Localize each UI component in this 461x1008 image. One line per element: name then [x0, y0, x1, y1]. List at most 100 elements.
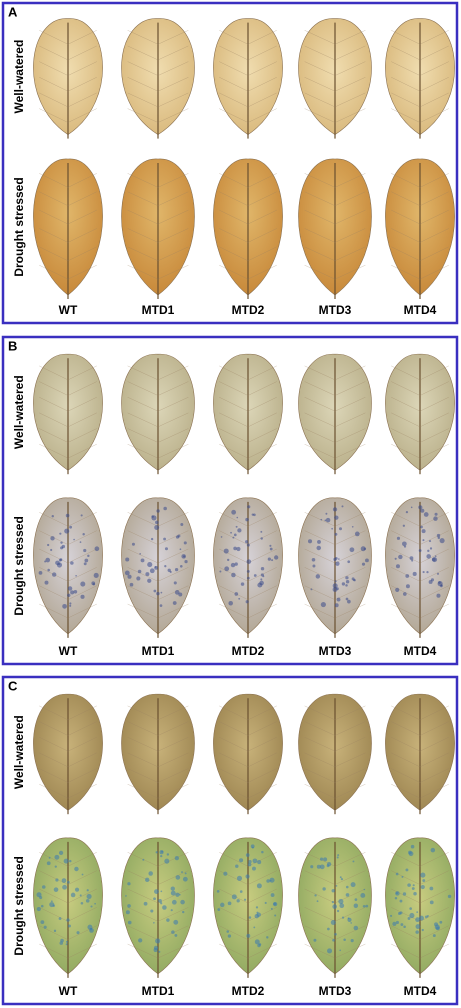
stain-spot [430, 847, 436, 853]
vein [39, 61, 97, 76]
row-label: Well-watered [12, 375, 26, 449]
stain-spot [173, 919, 179, 925]
stain-spot [345, 885, 349, 889]
stain-spot [401, 875, 404, 878]
stain-spot [69, 602, 72, 605]
stain-spot [429, 900, 434, 905]
row-label: Drought stressed [12, 177, 26, 276]
stain-spot [410, 844, 415, 849]
stain-spot [246, 543, 250, 547]
panel-label: C [8, 678, 18, 693]
stain-spot [233, 533, 237, 537]
vein [304, 108, 366, 123]
vein [39, 512, 97, 527]
vein [304, 603, 366, 619]
vein [391, 412, 449, 428]
stain-spot [94, 902, 96, 905]
stain-spot [153, 589, 157, 593]
vein [39, 888, 97, 904]
vein [391, 30, 449, 45]
stain-spot [69, 859, 72, 863]
stain-spot [426, 554, 431, 559]
vein [127, 381, 189, 396]
stain-spot [420, 872, 426, 878]
stain-spot [92, 582, 96, 586]
stain-spot [154, 566, 157, 568]
stain-spot [341, 505, 344, 508]
stain-spot [87, 554, 90, 558]
column-label: WT [59, 984, 78, 998]
stain-spot [65, 943, 68, 946]
stain-spot [415, 924, 421, 929]
stain-spot [67, 586, 73, 591]
leaf [121, 353, 195, 475]
stain-spot [323, 857, 328, 862]
stain-spot [343, 938, 346, 942]
stain-spot [40, 920, 45, 925]
vein [304, 209, 366, 225]
vein [127, 191, 189, 206]
vein [391, 852, 449, 867]
stain-spot [433, 516, 438, 521]
stain-spot [246, 569, 250, 573]
stain-spot [67, 924, 71, 928]
vein [127, 567, 189, 582]
vein [304, 397, 366, 412]
stain-spot [147, 578, 152, 583]
stain-spot [270, 907, 273, 910]
vein [391, 530, 449, 545]
vein [304, 381, 366, 396]
stain-spot [260, 530, 263, 533]
stain-spot [36, 892, 42, 898]
stain-spot [131, 542, 135, 546]
stain-spot [331, 900, 335, 904]
stain-spot [69, 604, 72, 607]
vein [391, 61, 449, 76]
vein [219, 92, 277, 108]
vein [219, 61, 277, 76]
vein [39, 246, 97, 261]
vein [391, 548, 449, 564]
stain-spot [257, 582, 263, 588]
stain-spot [73, 589, 78, 594]
vein [39, 752, 97, 768]
stain-spot [173, 581, 177, 585]
stain-spot [166, 853, 170, 856]
stain-spot [363, 547, 367, 551]
vein [304, 45, 366, 61]
vein [39, 92, 97, 108]
stain-spot [253, 926, 256, 929]
vein [39, 783, 97, 799]
stain-spot [43, 925, 47, 929]
vein [391, 228, 449, 243]
stain-spot [421, 928, 424, 932]
vein [391, 752, 449, 768]
stain-spot [164, 858, 170, 864]
stain-spot [247, 862, 252, 867]
vein [304, 737, 366, 752]
stain-spot [54, 854, 60, 860]
vein [127, 412, 189, 428]
stain-spot [226, 558, 230, 562]
vein [391, 721, 449, 736]
stain-spot [319, 864, 325, 870]
vein [39, 443, 97, 459]
stain-spot [274, 914, 277, 917]
stain-spot [251, 513, 254, 516]
stain-spot [260, 537, 263, 540]
stain-spot [220, 902, 225, 908]
stain-spot [160, 890, 163, 893]
stain-spot [223, 871, 228, 876]
stain-spot [334, 532, 338, 536]
vein [127, 721, 189, 736]
stain-spot [429, 547, 433, 550]
stain-spot [422, 570, 425, 574]
stain-spot [435, 926, 440, 931]
stain-spot [399, 899, 403, 903]
stain-spot [236, 875, 243, 881]
stain-spot [182, 876, 188, 882]
vein [127, 870, 189, 885]
vein [219, 925, 277, 940]
vein [304, 30, 366, 45]
